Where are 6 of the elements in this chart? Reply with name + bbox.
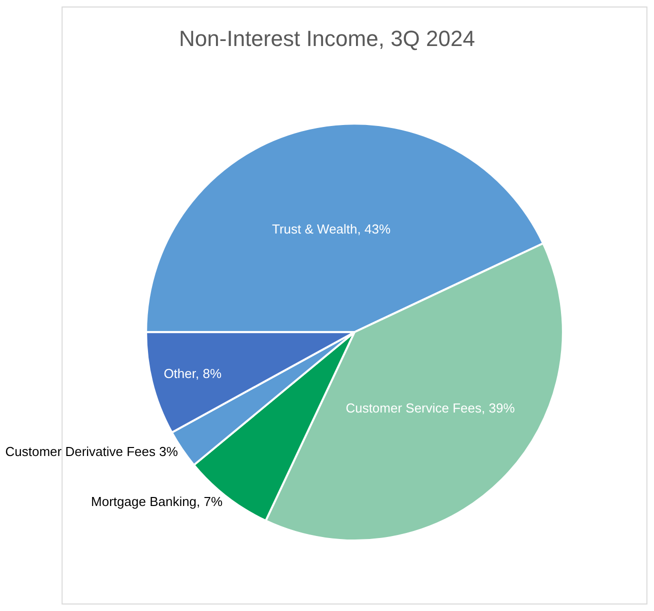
slice-label: Mortgage Banking, 7% (91, 494, 223, 509)
slice-label: Trust & Wealth, 43% (272, 222, 391, 237)
chart-title: Non-Interest Income, 3Q 2024 (179, 26, 475, 51)
slice-label: Other, 8% (164, 366, 222, 382)
slice-label: Customer Service Fees, 39% (346, 400, 516, 416)
slice-label: Customer Derivative Fees 3% (5, 444, 178, 460)
